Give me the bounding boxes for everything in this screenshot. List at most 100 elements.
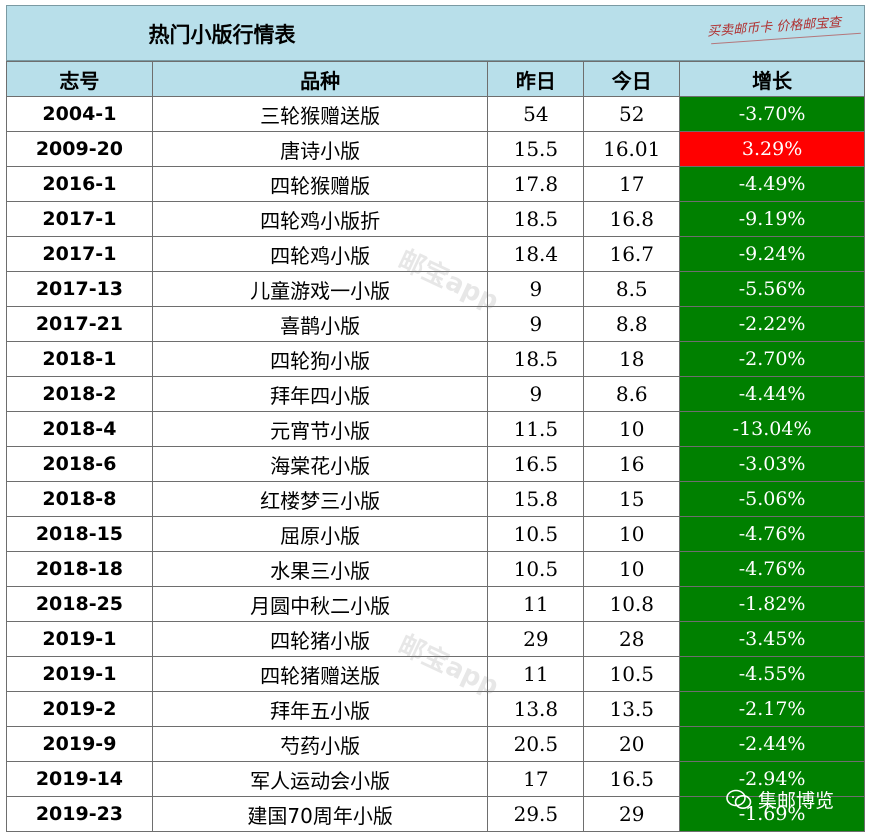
cell-today: 16.01: [583, 131, 681, 167]
cell-id: 2018-1: [6, 341, 153, 377]
cell-name: 四轮猪赠送版: [151, 656, 489, 692]
table-row: 2019-14 军人运动会小版 17 16.5 -2.94%: [6, 761, 865, 797]
cell-prev: 20.5: [487, 726, 585, 762]
cell-prev: 11: [487, 656, 585, 692]
table-row: 2018-6 海棠花小版 16.5 16 -3.03%: [6, 446, 865, 482]
cell-change: -5.56%: [679, 271, 865, 307]
cell-prev: 11: [487, 586, 585, 622]
cell-prev: 17: [487, 761, 585, 797]
cell-today: 16.8: [583, 201, 681, 237]
cell-id: 2017-1: [6, 201, 153, 237]
table-row: 2018-2 拜年四小版 9 8.6 -4.44%: [6, 376, 865, 412]
table-row: 2017-1 四轮鸡小版折 18.5 16.8 -9.19%: [6, 201, 865, 237]
title-bar: 热门小版行情表 买卖邮币卡 价格邮宝查: [6, 5, 865, 61]
cell-id: 2019-1: [6, 656, 153, 692]
table-row: 2019-23 建国70周年小版 29.5 29 -1.69%: [6, 796, 865, 832]
cell-name: 喜鹊小版: [151, 306, 489, 342]
table-row: 2019-2 拜年五小版 13.8 13.5 -2.17%: [6, 691, 865, 727]
cell-today: 10: [583, 551, 681, 587]
cell-prev: 29: [487, 621, 585, 657]
cell-name: 月圆中秋二小版: [151, 586, 489, 622]
cell-change: -4.76%: [679, 516, 865, 552]
cell-name: 水果三小版: [151, 551, 489, 587]
market-table-frame: 热门小版行情表 买卖邮币卡 价格邮宝查 志号 品种 昨日 今日 增长 2004-…: [6, 5, 865, 833]
cell-id: 2019-23: [6, 796, 153, 832]
cell-change: -5.06%: [679, 481, 865, 517]
header-row: 志号 品种 昨日 今日 增长: [6, 61, 865, 97]
table-row: 2004-1 三轮猴赠送版 54 52 -3.70%: [6, 96, 865, 132]
cell-name: 三轮猴赠送版: [151, 96, 489, 132]
cell-change: -1.82%: [679, 586, 865, 622]
cell-prev: 18.4: [487, 236, 585, 272]
cell-change: -4.49%: [679, 166, 865, 202]
cell-prev: 16.5: [487, 446, 585, 482]
cell-prev: 10.5: [487, 516, 585, 552]
cell-today: 20: [583, 726, 681, 762]
col-header-change: 增长: [679, 61, 865, 97]
cell-id: 2016-1: [6, 166, 153, 202]
cell-today: 15: [583, 481, 681, 517]
cell-id: 2009-20: [6, 131, 153, 167]
cell-change: -4.55%: [679, 656, 865, 692]
cell-today: 29: [583, 796, 681, 832]
table-row: 2017-13 儿童游戏一小版 9 8.5 -5.56%: [6, 271, 865, 307]
cell-change: -3.45%: [679, 621, 865, 657]
cell-name: 四轮鸡小版: [151, 236, 489, 272]
cell-id: 2019-9: [6, 726, 153, 762]
cell-name: 屈原小版: [151, 516, 489, 552]
cell-prev: 11.5: [487, 411, 585, 447]
cell-name: 元宵节小版: [151, 411, 489, 447]
table-row: 2018-8 红楼梦三小版 15.8 15 -5.06%: [6, 481, 865, 517]
cell-prev: 9: [487, 271, 585, 307]
cell-change: -9.19%: [679, 201, 865, 237]
wechat-icon: [726, 789, 752, 811]
cell-prev: 15.8: [487, 481, 585, 517]
cell-change: -3.70%: [679, 96, 865, 132]
cell-prev: 17.8: [487, 166, 585, 202]
cell-change: -9.24%: [679, 236, 865, 272]
cell-prev: 54: [487, 96, 585, 132]
cell-name: 儿童游戏一小版: [151, 271, 489, 307]
cell-name: 唐诗小版: [151, 131, 489, 167]
cell-name: 四轮狗小版: [151, 341, 489, 377]
cell-name: 芍药小版: [151, 726, 489, 762]
cell-today: 10.5: [583, 656, 681, 692]
cell-prev: 13.8: [487, 691, 585, 727]
cell-today: 52: [583, 96, 681, 132]
cell-prev: 9: [487, 306, 585, 342]
cell-today: 8.8: [583, 306, 681, 342]
table-row: 2019-1 四轮猪赠送版 11 10.5 -4.55%: [6, 656, 865, 692]
cell-prev: 9: [487, 376, 585, 412]
table-row: 2009-20 唐诗小版 15.5 16.01 3.29%: [6, 131, 865, 167]
cell-change: -2.70%: [679, 341, 865, 377]
col-header-prev: 昨日: [487, 61, 585, 97]
cell-name: 建国70周年小版: [151, 796, 489, 832]
cell-name: 军人运动会小版: [151, 761, 489, 797]
col-header-today: 今日: [583, 61, 681, 97]
cell-change: -2.44%: [679, 726, 865, 762]
cell-id: 2017-21: [6, 306, 153, 342]
cell-today: 28: [583, 621, 681, 657]
cell-id: 2018-4: [6, 411, 153, 447]
table-row: 2017-1 四轮鸡小版 18.4 16.7 -9.24%: [6, 236, 865, 272]
cell-name: 拜年四小版: [151, 376, 489, 412]
cell-prev: 18.5: [487, 341, 585, 377]
cell-name: 拜年五小版: [151, 691, 489, 727]
cell-id: 2018-18: [6, 551, 153, 587]
cell-today: 13.5: [583, 691, 681, 727]
table-row: 2018-25 月圆中秋二小版 11 10.8 -1.82%: [6, 586, 865, 622]
table-row: 2016-1 四轮猴赠版 17.8 17 -4.49%: [6, 166, 865, 202]
cell-change: -4.76%: [679, 551, 865, 587]
brand-badge: 集邮博览: [726, 786, 834, 813]
cell-change: -13.04%: [679, 411, 865, 447]
col-header-name: 品种: [151, 61, 489, 97]
table-title: 热门小版行情表: [148, 23, 296, 47]
cell-prev: 15.5: [487, 131, 585, 167]
cell-name: 红楼梦三小版: [151, 481, 489, 517]
cell-change: -2.94%: [679, 761, 865, 797]
cell-prev: 10.5: [487, 551, 585, 587]
cell-name: 四轮鸡小版折: [151, 201, 489, 237]
cell-id: 2004-1: [6, 96, 153, 132]
table-row: 2017-21 喜鹊小版 9 8.8 -2.22%: [6, 306, 865, 342]
cell-today: 16.5: [583, 761, 681, 797]
